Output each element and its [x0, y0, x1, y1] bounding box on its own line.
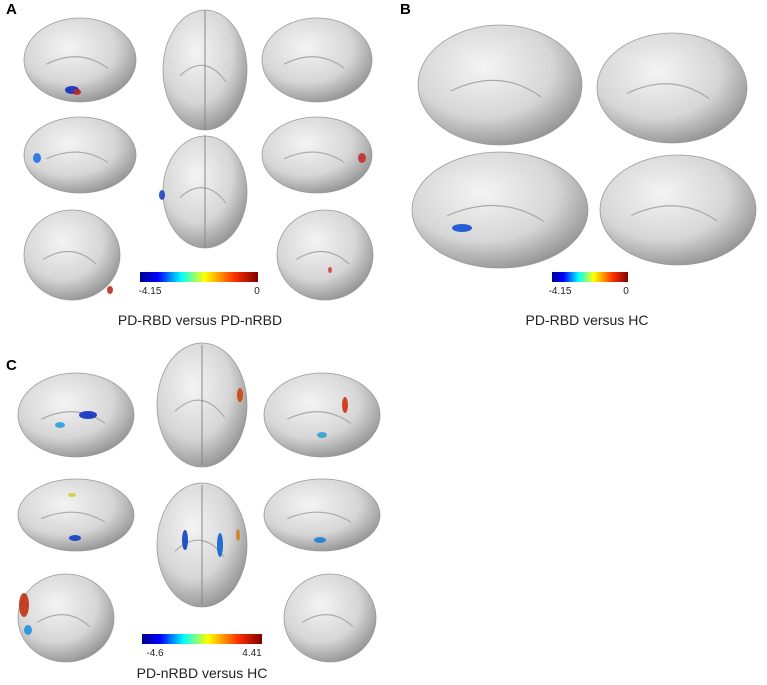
- activation: [314, 537, 326, 543]
- brain: [599, 154, 757, 266]
- colorbar-max: 0: [254, 286, 260, 297]
- brain: [283, 573, 377, 663]
- brain: [17, 372, 135, 458]
- activation: [217, 533, 223, 557]
- activation: [69, 535, 81, 541]
- sulcus: [46, 151, 109, 164]
- activation: [358, 153, 366, 163]
- caption: PD-RBD versus PD-nRBD: [118, 312, 282, 328]
- sulcus: [283, 56, 345, 69]
- brain: [261, 116, 373, 194]
- caption: PD-RBD versus HC: [526, 312, 649, 328]
- colorbar-min: -4.15: [549, 286, 572, 297]
- activation: [55, 422, 65, 428]
- panel-label: B: [400, 1, 411, 18]
- colorbar: [552, 272, 628, 282]
- panel-label: A: [6, 1, 17, 18]
- brain: [23, 17, 137, 103]
- sulcus: [179, 187, 227, 204]
- panel-label: C: [6, 357, 17, 374]
- colorbar-max: 0: [623, 286, 629, 297]
- activation: [79, 411, 97, 419]
- activation: [317, 432, 327, 438]
- brain-renders: [17, 9, 757, 663]
- sulcus: [626, 83, 710, 100]
- brain: [23, 209, 121, 301]
- sulcus: [630, 205, 718, 222]
- colorbar: [142, 634, 262, 644]
- brain: [17, 478, 135, 552]
- activation: [68, 493, 76, 497]
- sulcus: [286, 511, 352, 523]
- brain: [417, 24, 583, 146]
- sulcus: [446, 204, 545, 223]
- sulcus: [286, 411, 352, 424]
- caption: PD-nRBD versus HC: [137, 665, 268, 681]
- brain: [263, 478, 381, 552]
- activation: [182, 530, 188, 550]
- activation: [33, 153, 41, 163]
- activation: [328, 267, 332, 273]
- sulcus: [36, 614, 91, 628]
- colorbar-min: -4.6: [146, 648, 164, 659]
- sulcus: [40, 511, 106, 523]
- activation: [73, 89, 81, 95]
- brain: [276, 209, 374, 301]
- activation: [237, 388, 243, 402]
- activation: [24, 625, 32, 635]
- colorbar: [140, 272, 258, 282]
- brain: [261, 17, 373, 103]
- brain: [411, 151, 589, 269]
- brain: [263, 372, 381, 458]
- colorbar-min: -4.15: [139, 286, 162, 297]
- sulcus: [450, 79, 542, 98]
- activation: [236, 529, 240, 541]
- colorbar-max: 4.41: [242, 648, 262, 659]
- sulcus: [295, 251, 350, 265]
- sulcus: [302, 614, 354, 628]
- activation: [452, 224, 472, 232]
- sulcus: [40, 411, 106, 424]
- brain: [23, 116, 137, 194]
- sulcus: [174, 399, 225, 418]
- brain: [17, 573, 115, 663]
- activation: [342, 397, 348, 413]
- sulcus: [46, 56, 109, 69]
- sulcus: [283, 151, 345, 164]
- sulcus: [179, 64, 227, 83]
- sulcus: [42, 251, 97, 265]
- activation: [159, 190, 165, 200]
- activation: [107, 286, 113, 294]
- brain: [596, 32, 748, 144]
- activation: [19, 593, 29, 617]
